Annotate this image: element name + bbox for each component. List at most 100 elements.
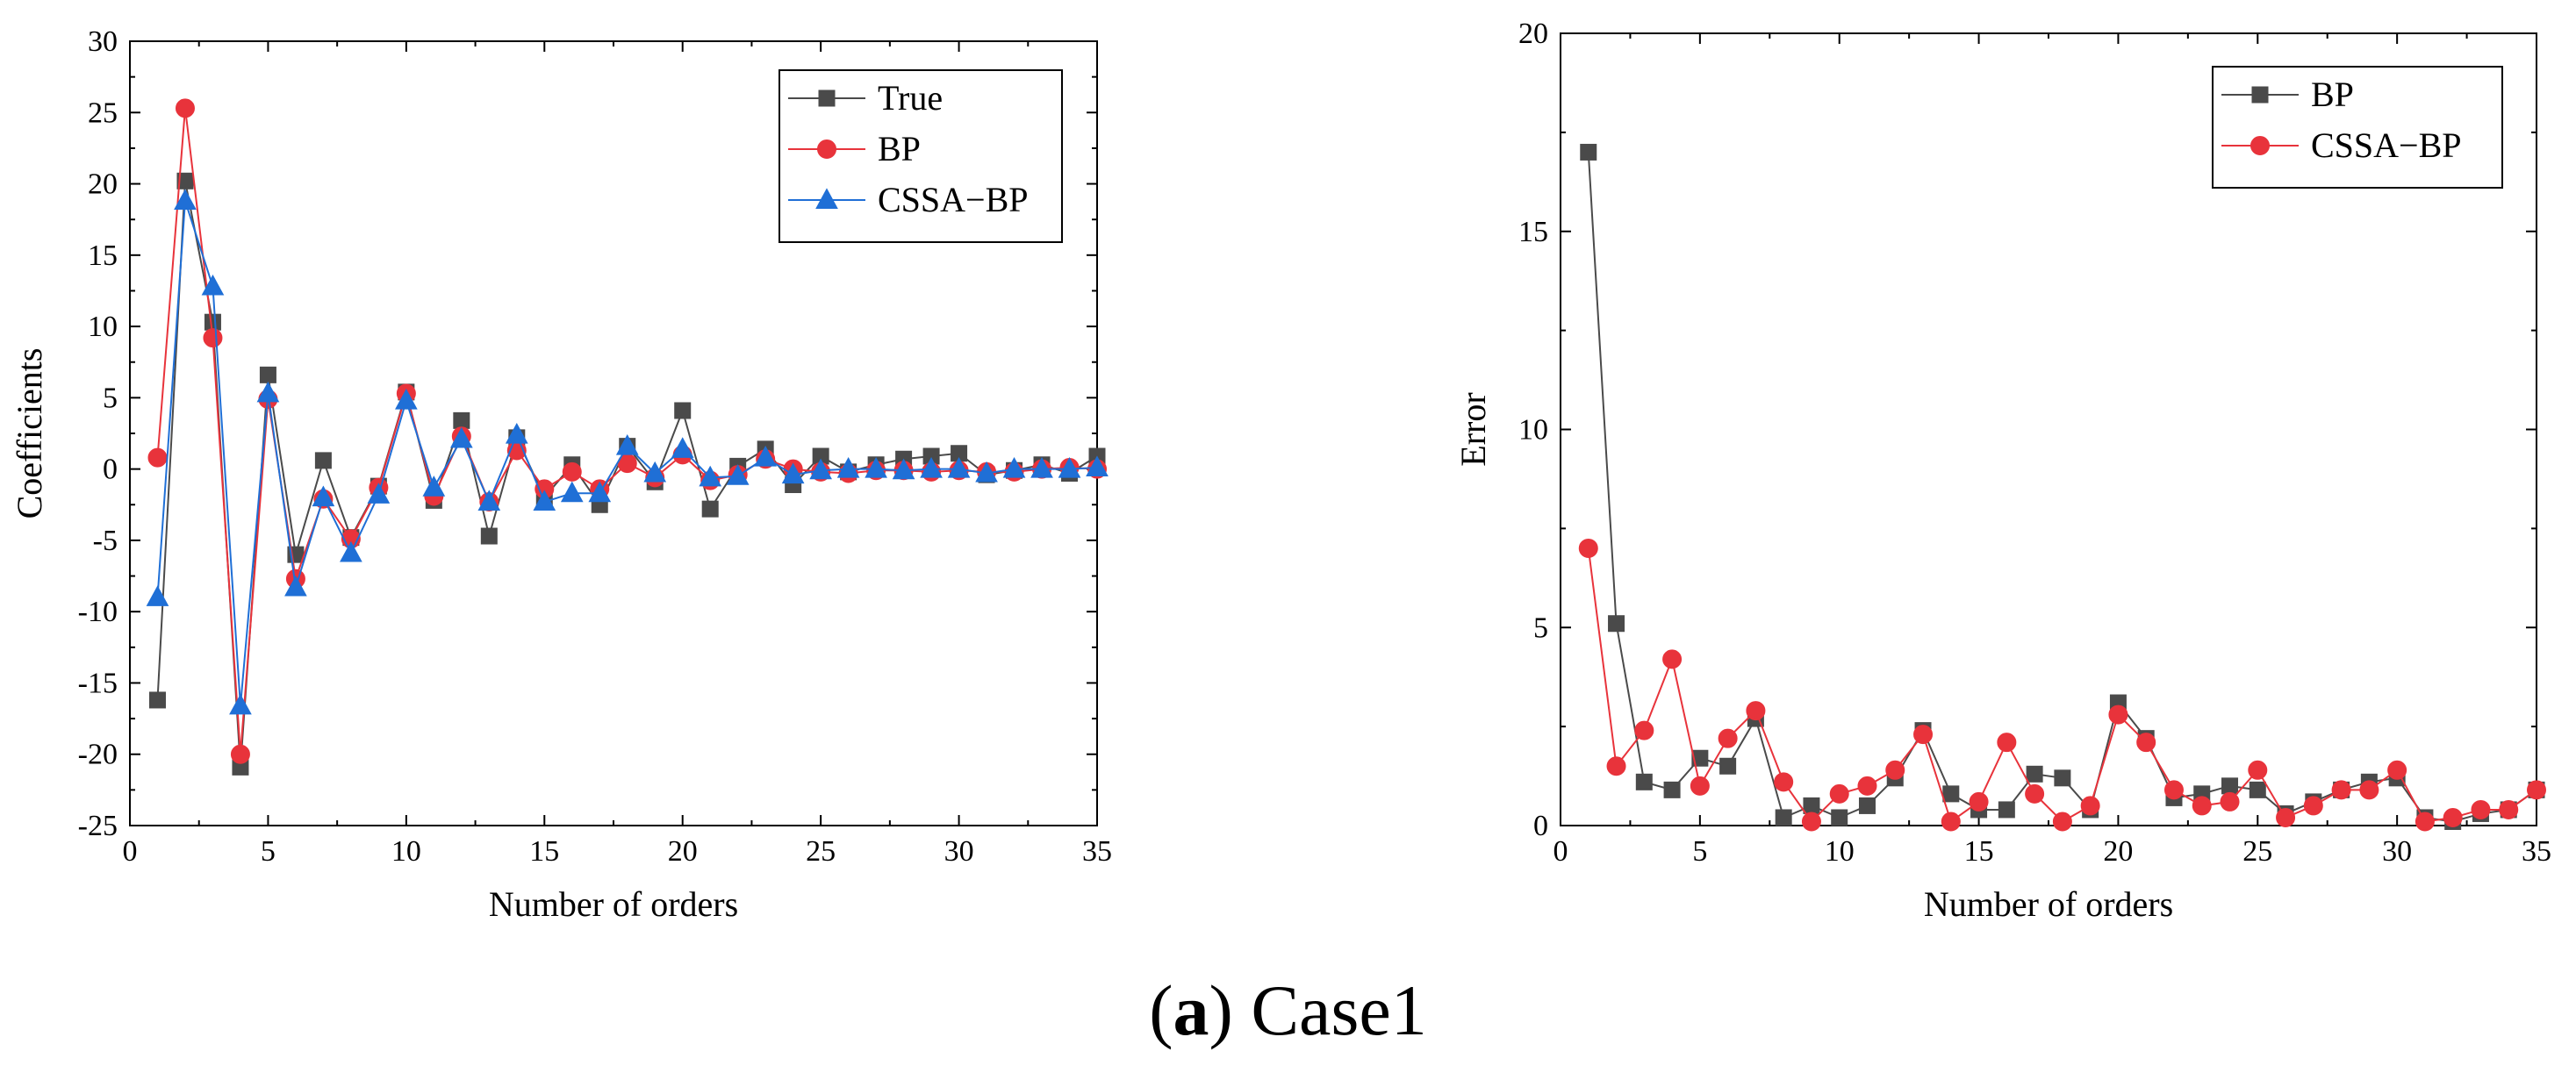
y-tick-label: 20 bbox=[88, 168, 118, 201]
data-point bbox=[1941, 812, 1961, 832]
legend-label: BP bbox=[2311, 75, 2354, 114]
data-point bbox=[229, 693, 252, 715]
data-point bbox=[892, 458, 915, 480]
data-point bbox=[1774, 772, 1794, 792]
data-point bbox=[2527, 780, 2546, 800]
y-tick-label: 10 bbox=[88, 311, 118, 343]
data-point bbox=[781, 462, 805, 484]
data-point bbox=[671, 437, 694, 458]
y-tick-label: 20 bbox=[1518, 18, 1548, 50]
data-point bbox=[533, 490, 556, 511]
data-point bbox=[2387, 760, 2407, 780]
data-point bbox=[1719, 757, 1737, 775]
data-point bbox=[1997, 733, 2017, 753]
data-point bbox=[1058, 456, 1081, 478]
data-point bbox=[1718, 728, 1738, 748]
data-point bbox=[560, 481, 584, 503]
data-point bbox=[395, 388, 418, 410]
data-point bbox=[1913, 725, 1934, 745]
series-0 bbox=[1580, 143, 2545, 830]
data-point bbox=[2331, 780, 2351, 800]
data-point bbox=[2443, 807, 2463, 827]
data-point bbox=[1691, 749, 1709, 767]
data-point bbox=[314, 452, 332, 469]
data-point bbox=[480, 527, 498, 545]
data-point bbox=[865, 456, 887, 478]
data-point bbox=[1635, 773, 1653, 790]
data-point bbox=[975, 461, 998, 483]
y-tick-label: -15 bbox=[78, 667, 118, 699]
x-tick-label: 30 bbox=[944, 835, 974, 868]
data-point bbox=[230, 744, 250, 764]
data-point bbox=[674, 402, 692, 419]
data-point bbox=[147, 447, 168, 468]
x-tick-label: 25 bbox=[2242, 835, 2272, 868]
data-point bbox=[2108, 704, 2128, 725]
legend-label: BP bbox=[878, 129, 921, 168]
x-tick-label: 25 bbox=[806, 835, 836, 868]
caption-label: a bbox=[1173, 970, 1209, 1050]
x-axis-title: Number of orders bbox=[489, 884, 738, 924]
data-point bbox=[2192, 796, 2212, 816]
x-tick-label: 5 bbox=[1692, 835, 1707, 868]
data-point bbox=[1606, 756, 1626, 776]
data-point bbox=[2471, 799, 2491, 819]
data-point bbox=[615, 433, 639, 455]
legend-marker bbox=[818, 89, 836, 107]
x-tick-label: 20 bbox=[668, 835, 698, 868]
caption-close-paren: ) bbox=[1209, 970, 1233, 1050]
x-tick-label: 35 bbox=[1082, 835, 1112, 868]
y-tick-label: 5 bbox=[1533, 611, 1548, 644]
data-point bbox=[1578, 538, 1598, 558]
data-point bbox=[312, 485, 335, 507]
data-point bbox=[643, 461, 667, 483]
legend-marker bbox=[2251, 86, 2269, 104]
data-point bbox=[2359, 780, 2379, 800]
data-point bbox=[2249, 781, 2266, 798]
data-point bbox=[2276, 807, 2296, 827]
data-point bbox=[148, 691, 166, 709]
y-tick-label: 0 bbox=[1533, 810, 1548, 842]
series-line bbox=[1587, 152, 2537, 823]
data-point bbox=[1858, 797, 1876, 814]
data-point bbox=[920, 456, 943, 478]
data-point bbox=[340, 540, 362, 562]
data-point bbox=[809, 458, 832, 480]
legend-label: True bbox=[878, 78, 943, 118]
x-tick-label: 20 bbox=[2103, 835, 2133, 868]
data-point bbox=[1030, 456, 1053, 478]
data-point bbox=[146, 585, 169, 606]
data-point bbox=[947, 456, 971, 478]
data-point bbox=[2054, 769, 2071, 787]
data-point bbox=[1831, 809, 1848, 826]
y-tick-label: 10 bbox=[1518, 414, 1548, 447]
x-tick-label: 15 bbox=[1964, 835, 1994, 868]
x-tick-label: 30 bbox=[2382, 835, 2412, 868]
series-1 bbox=[1578, 538, 2546, 832]
data-point bbox=[204, 313, 221, 331]
data-point bbox=[836, 456, 860, 478]
y-tick-label: 15 bbox=[88, 240, 118, 272]
figure-caption: (a) Case1 bbox=[0, 969, 2576, 1052]
x-tick-label: 5 bbox=[261, 835, 276, 868]
data-point bbox=[174, 189, 197, 211]
data-point bbox=[1801, 812, 1821, 832]
x-tick-label: 0 bbox=[123, 835, 138, 868]
legend-marker bbox=[815, 188, 838, 209]
data-point bbox=[754, 445, 778, 467]
y-tick-label: -5 bbox=[93, 525, 118, 557]
data-point bbox=[1942, 785, 1960, 803]
data-point bbox=[449, 426, 473, 448]
y-axis-title: Coefficients bbox=[10, 348, 49, 519]
data-point bbox=[2415, 812, 2435, 832]
data-point bbox=[453, 411, 470, 429]
data-point bbox=[1086, 455, 1109, 476]
data-point bbox=[2163, 780, 2184, 800]
data-point bbox=[367, 483, 391, 504]
data-point bbox=[201, 274, 225, 296]
caption-text: Case1 bbox=[1232, 970, 1427, 1050]
data-point bbox=[1662, 649, 1683, 669]
data-point bbox=[1580, 143, 1597, 161]
data-point bbox=[1663, 781, 1681, 798]
data-point bbox=[2499, 799, 2519, 819]
